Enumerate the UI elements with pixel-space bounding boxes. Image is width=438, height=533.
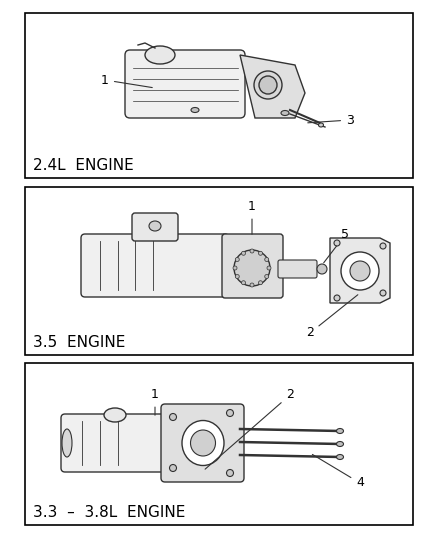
Ellipse shape: [334, 295, 340, 301]
Text: 3: 3: [308, 114, 354, 126]
Ellipse shape: [170, 464, 177, 472]
Ellipse shape: [191, 108, 199, 112]
Ellipse shape: [235, 274, 239, 279]
Ellipse shape: [380, 243, 386, 249]
Text: 4: 4: [312, 455, 364, 489]
Ellipse shape: [259, 76, 277, 94]
Text: 1: 1: [248, 200, 256, 234]
Ellipse shape: [226, 470, 233, 477]
Text: 2: 2: [306, 295, 358, 340]
Ellipse shape: [258, 251, 262, 255]
Bar: [25, 13, 413, 178]
Ellipse shape: [258, 281, 262, 285]
Ellipse shape: [336, 441, 343, 447]
Ellipse shape: [182, 421, 224, 465]
FancyBboxPatch shape: [278, 260, 317, 278]
Text: 1: 1: [101, 74, 152, 87]
FancyBboxPatch shape: [61, 414, 169, 472]
Ellipse shape: [318, 123, 324, 127]
Ellipse shape: [226, 409, 233, 416]
Bar: [25, 187, 413, 355]
Text: 2.4L  ENGINE: 2.4L ENGINE: [33, 158, 134, 173]
Ellipse shape: [250, 283, 254, 287]
Text: 3.3  –  3.8L  ENGINE: 3.3 – 3.8L ENGINE: [33, 505, 185, 520]
FancyBboxPatch shape: [81, 234, 229, 297]
FancyBboxPatch shape: [222, 234, 283, 298]
Ellipse shape: [170, 414, 177, 421]
Ellipse shape: [104, 408, 126, 422]
Ellipse shape: [317, 264, 327, 274]
Polygon shape: [240, 55, 305, 118]
Polygon shape: [330, 238, 390, 303]
Ellipse shape: [254, 71, 282, 99]
Ellipse shape: [380, 290, 386, 296]
Text: 3.5  ENGINE: 3.5 ENGINE: [33, 335, 125, 350]
Ellipse shape: [281, 110, 289, 116]
Ellipse shape: [336, 429, 343, 433]
Text: 2: 2: [205, 389, 294, 469]
FancyBboxPatch shape: [125, 50, 245, 118]
Ellipse shape: [341, 252, 379, 290]
Bar: [25, 363, 413, 525]
Ellipse shape: [265, 257, 269, 262]
Ellipse shape: [235, 257, 239, 262]
Ellipse shape: [241, 251, 246, 255]
Ellipse shape: [265, 274, 269, 279]
Text: 1: 1: [151, 389, 159, 415]
Ellipse shape: [149, 221, 161, 231]
Ellipse shape: [241, 281, 246, 285]
Ellipse shape: [250, 249, 254, 253]
Ellipse shape: [336, 455, 343, 459]
Ellipse shape: [145, 46, 175, 64]
Ellipse shape: [350, 261, 370, 281]
Ellipse shape: [234, 250, 270, 286]
Text: 5: 5: [324, 229, 349, 263]
Ellipse shape: [267, 266, 271, 270]
FancyBboxPatch shape: [161, 404, 244, 482]
FancyBboxPatch shape: [132, 213, 178, 241]
Ellipse shape: [191, 430, 215, 456]
Ellipse shape: [233, 266, 237, 270]
Ellipse shape: [62, 429, 72, 457]
Ellipse shape: [334, 240, 340, 246]
